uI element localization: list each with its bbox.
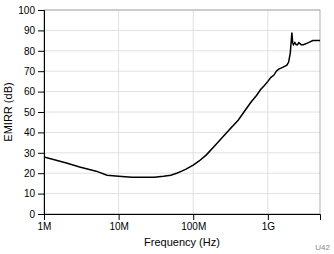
y-tick-label: 70: [24, 66, 36, 77]
y-tick: 50: [24, 107, 44, 118]
y-tick-mark: [38, 153, 44, 154]
grid-line-y: [44, 30, 320, 31]
y-tick-label: 30: [24, 148, 36, 159]
y-tick: 100: [18, 5, 44, 16]
y-tick: 40: [24, 127, 44, 138]
x-tick-mark: [193, 214, 194, 220]
grid-line-y: [44, 50, 320, 51]
x-tick: 1M: [38, 214, 52, 232]
y-tick-label: 60: [24, 86, 36, 97]
y-tick-label: 0: [29, 209, 35, 220]
y-tick-mark: [38, 132, 44, 133]
plot-frame: [44, 10, 320, 214]
line: [44, 32, 320, 177]
y-tick-label: 20: [24, 168, 36, 179]
y-tick: 80: [24, 46, 44, 57]
x-tick-label: 10M: [109, 221, 128, 232]
marks: [44, 32, 320, 177]
y-tick-mark: [38, 71, 44, 72]
x-tick-mark: [119, 214, 120, 220]
y-axis-title: EMIRR (dB): [2, 82, 14, 141]
grid-line-y: [44, 71, 320, 72]
x-tick: 100M: [181, 214, 206, 232]
y-tick: 10: [24, 188, 44, 199]
y-axis-line: [38, 11, 45, 215]
grid-line-y: [44, 112, 320, 113]
y-tick-label: 50: [24, 107, 36, 118]
y-tick: 60: [24, 86, 44, 97]
y-tick: 70: [24, 66, 44, 77]
x-tick-label: 100M: [181, 221, 206, 232]
x-axis: 1M 10M 100M 1G: [38, 214, 321, 232]
y-tick-mark: [38, 214, 44, 215]
grid-line-y: [44, 91, 320, 92]
y-tick-mark: [38, 30, 44, 31]
y-tick: 90: [24, 25, 44, 36]
y-tick-label: 100: [18, 5, 35, 16]
x-tick-label: 1G: [262, 221, 276, 232]
plot: 1M 10M 100M 1G 0 10 20 30 40 50 60 70 80 90 100: [18, 5, 320, 232]
grid: [44, 10, 320, 214]
y-tick: 20: [24, 168, 44, 179]
y-tick-mark: [38, 194, 44, 195]
x-axis-line: [45, 215, 321, 221]
y-tick-mark: [38, 112, 44, 113]
y-tick-mark: [38, 92, 44, 93]
grid-line-y: [44, 173, 320, 174]
grid-line-y: [44, 152, 320, 153]
y-tick-label: 80: [24, 46, 36, 57]
y-tick: 0: [29, 209, 44, 220]
y-tick: 30: [24, 148, 44, 159]
y-tick-label: 90: [24, 25, 36, 36]
y-tick-label: 40: [24, 127, 36, 138]
x-tick: 10M: [109, 214, 128, 232]
x-tick-label: 1M: [38, 221, 52, 232]
x-axis-title: Frequency (Hz): [144, 236, 220, 248]
annotation: U42: [315, 243, 330, 252]
grid-line-y: [44, 193, 320, 194]
y-axis: 0 10 20 30 40 50 60 70 80 90 100: [18, 5, 44, 220]
y-tick-mark: [38, 51, 44, 52]
grid-line-y: [44, 132, 320, 133]
x-tick-mark: [268, 214, 269, 220]
y-tick-label: 10: [24, 188, 36, 199]
y-tick-mark: [38, 173, 44, 174]
chart: 1M 10M 100M 1G 0 10 20 30 40 50 60 70 80 90 100 Frequen…: [0, 0, 334, 254]
y-tick-mark: [38, 10, 44, 11]
x-tick: 1G: [262, 214, 276, 232]
